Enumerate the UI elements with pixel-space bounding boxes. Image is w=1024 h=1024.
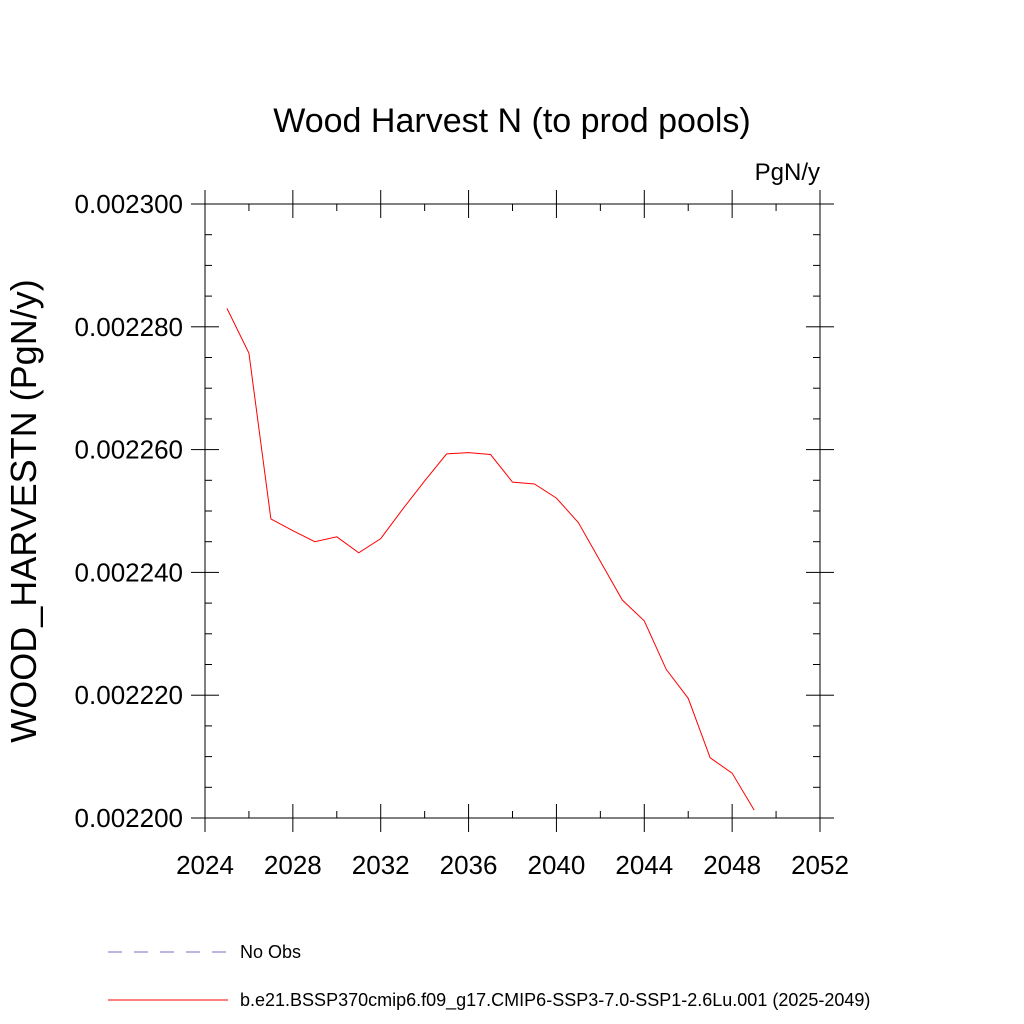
x-axis-ticks: 2024 2028 2032 2036 2040 2044 2048 2052 [176,190,849,880]
data-point [534,483,535,484]
y-axis-label: WOOD_HARVESTN (PgN/y) [3,279,44,742]
data-point [336,536,337,537]
x-tick-label: 2028 [264,850,322,880]
y-tick-label: 0.002260 [75,435,183,465]
data-point [424,480,425,481]
data-point [314,541,315,542]
data-point [732,773,733,774]
data-point [380,538,381,539]
data-point [710,757,711,758]
series-layer [226,308,755,811]
data-point [270,518,271,519]
data-point [402,509,403,510]
data-point [578,522,579,523]
x-tick-label: 2044 [615,850,673,880]
chart-title: Wood Harvest N (to prod pools) [273,102,750,140]
data-point [446,453,447,454]
data-point [600,561,601,562]
y-tick-label: 0.002220 [75,680,183,710]
data-point [754,809,755,810]
data-point [226,308,227,309]
x-tick-label: 2048 [703,850,761,880]
y-tick-label: 0.002240 [75,557,183,587]
y-tick-label: 0.002200 [75,803,183,833]
y-tick-label: 0.002300 [75,189,183,219]
series-line-0 [226,308,755,811]
data-point [556,498,557,499]
data-point [622,599,623,600]
data-point [292,530,293,531]
data-point [490,454,491,455]
data-point [358,552,359,553]
legend-label: No Obs [240,942,301,962]
plot-frame [204,203,821,819]
data-point [666,669,667,670]
data-point [512,482,513,483]
data-point [688,698,689,699]
data-point [248,353,249,354]
x-tick-label: 2052 [791,850,849,880]
y-tick-label: 0.002280 [75,312,183,342]
x-tick-label: 2036 [440,850,498,880]
legend: No Obs b.e21.BSSP370cmip6.f09_g17.CMIP6-S… [108,942,870,1011]
x-tick-label: 2040 [528,850,586,880]
data-point [644,620,645,621]
data-point [468,452,469,453]
x-tick-label: 2032 [352,850,410,880]
x-tick-label: 2024 [176,850,234,880]
y-axis-ticks: 0.002200 0.002220 0.002240 0.002260 0.002280… [75,189,834,833]
legend-label: b.e21.BSSP370cmip6.f09_g17.CMIP6-SSP3-7.… [240,990,870,1011]
units-label: PgN/y [755,159,820,186]
